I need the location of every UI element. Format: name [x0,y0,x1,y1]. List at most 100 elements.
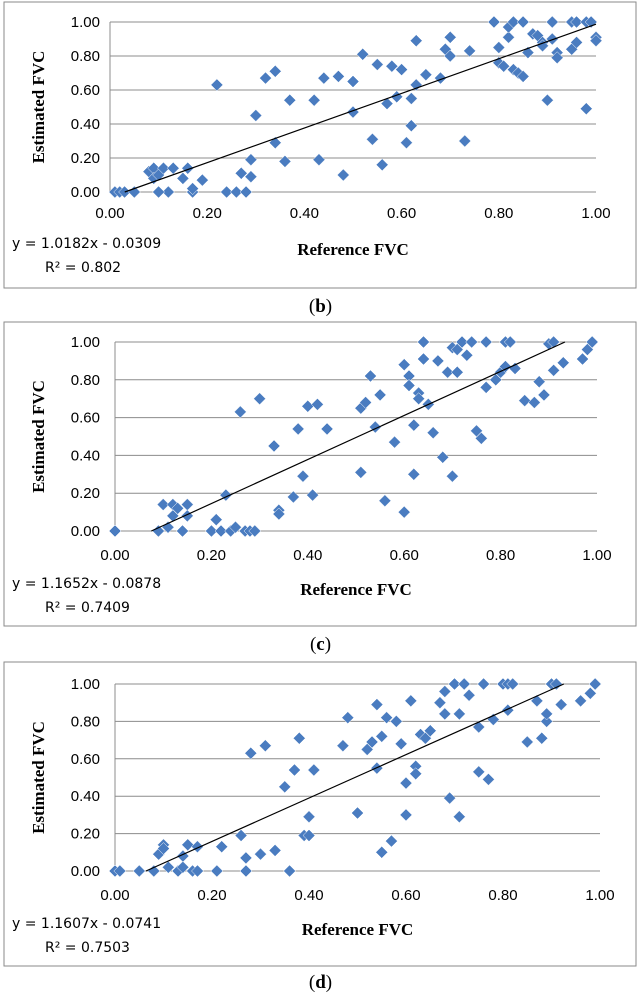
data-point [354,466,368,479]
chart-panel-c: 0.00 0.20 0.40 0.60 0.80 1.00 0.00 0.20 0.40 0.60… [0,320,641,660]
x-tick-label: 0.00 [95,205,124,222]
x-tick-label: 0.20 [193,205,222,222]
y-tick-label: 0.20 [71,485,100,502]
data-point [479,335,493,349]
x-tick-label: 0.00 [100,547,129,564]
data-point [443,791,457,805]
data-point [409,78,423,92]
data-point [296,469,310,483]
data-point [554,698,568,711]
data-point [161,860,175,874]
data-point [556,356,570,370]
data-point [462,688,476,702]
data-point [181,838,195,852]
data-point [253,392,266,406]
data-point [248,524,262,538]
data-point [364,369,377,383]
data-point [455,335,469,349]
data-point [351,806,364,820]
data-point [156,498,170,511]
data-point [404,694,418,708]
data-point [209,513,223,527]
chart-frame [3,661,637,967]
data-point [463,44,476,58]
data-point [205,524,218,538]
data-point [286,490,300,504]
data-point [239,851,253,865]
data-point [234,829,248,842]
data-point [518,394,532,407]
data-point [547,363,560,377]
x-tick-label: 1.00 [581,205,610,222]
panel-caption-d: (d) [308,972,333,993]
y-tick-label: 0.60 [71,751,100,768]
data-point [397,358,411,372]
data-point [545,32,559,46]
r-squared-label: R² = 0.7503 [45,940,130,956]
data-point [239,185,253,199]
data-point [487,15,501,29]
data-point [336,739,350,753]
y-axis-label: Estimated FVC [29,51,48,164]
data-point [249,109,263,122]
trendline [151,341,566,532]
data-point [233,405,247,419]
data-point [389,715,403,728]
data-point [482,773,495,786]
data-point [441,365,454,379]
data-point [450,343,464,356]
data-point [166,509,180,523]
data-point [492,41,506,54]
data-point [311,398,324,411]
data-point [472,765,486,779]
data-point [465,335,479,349]
data-point [576,352,589,366]
data-point [370,698,384,711]
data-point [502,30,515,44]
data-point [336,168,350,182]
data-point [157,161,170,175]
data-point [426,426,440,440]
data-point [520,735,534,749]
data-point [570,36,583,49]
x-axis-label: Reference FVC [297,240,409,259]
data-point [507,15,520,29]
y-tick-label: 0.60 [71,82,100,99]
data-point [404,119,418,133]
chart-panel-d: 0.00 0.20 0.40 0.60 0.80 1.00 0.00 0.20 0.40 0.60… [0,660,641,1000]
x-tick-label: 0.80 [488,887,517,904]
data-point [380,711,393,725]
data-point [452,810,466,824]
data-point [244,153,258,167]
data-point [385,59,399,73]
x-tick-label: 0.00 [100,887,129,904]
x-tick-label: 1.00 [582,547,611,564]
data-point [176,524,189,538]
data-point [579,102,593,116]
data-point [375,730,389,743]
data-point [394,737,408,751]
data-point [356,47,370,61]
y-tick-label: 0.40 [71,447,100,464]
data-point [506,677,520,691]
data-point [499,360,512,373]
data-point [332,70,345,83]
y-tick-label: 0.40 [71,788,100,805]
chart-panel-b: 0.00 0.20 0.40 0.60 0.80 1.00 0.00 0.20 0.40 0.60… [0,0,641,317]
y-axis-label: Estimated FVC [29,721,48,834]
x-tick-label: 0.60 [387,205,416,222]
data-point [244,170,258,184]
data-point [302,810,316,824]
data-point [570,15,583,29]
data-point [306,488,319,502]
data-point [195,173,209,187]
data-point [540,715,554,728]
data-point [161,185,175,199]
trendline [145,683,565,872]
data-point [470,424,483,438]
data-point [547,335,560,349]
regression-equation: y = 1.0182x - 0.0309 [12,236,161,252]
y-tick-label: 0.00 [71,523,100,540]
data-point [527,396,541,409]
x-tick-label: 0.80 [484,205,513,222]
